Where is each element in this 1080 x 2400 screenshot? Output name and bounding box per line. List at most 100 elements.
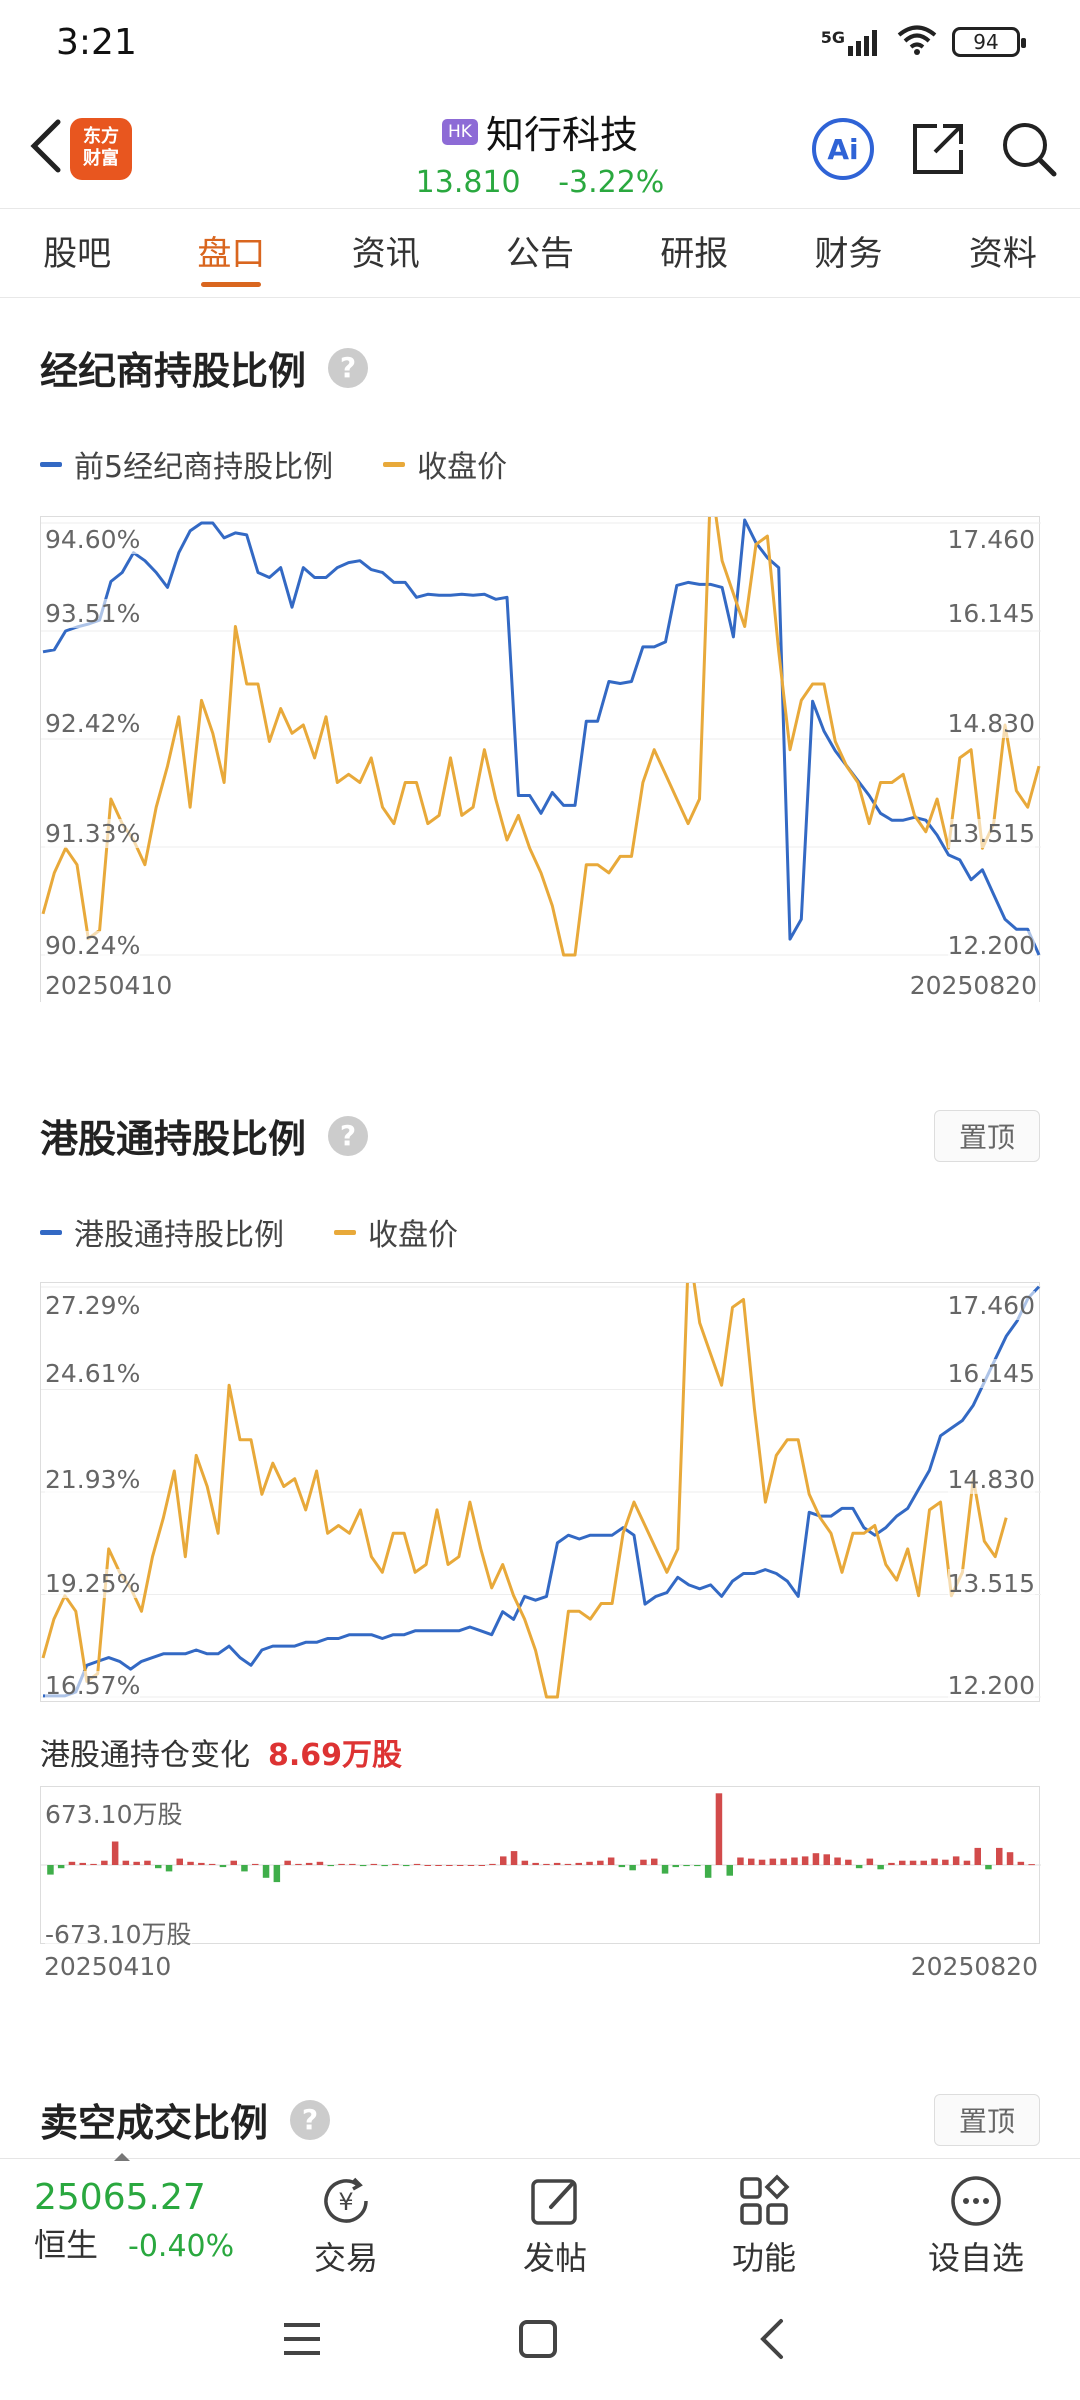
function-label: 功能	[731, 2239, 796, 2277]
holding-bar	[230, 1860, 237, 1865]
holding-bar	[791, 1857, 798, 1865]
holding-bar	[500, 1856, 507, 1865]
holding-bar	[683, 1865, 690, 1867]
ai-button[interactable]: Ai	[810, 116, 876, 182]
index-row: 恒生 -0.40%	[34, 2220, 234, 2266]
holding-bar	[553, 1862, 561, 1865]
back-button[interactable]	[16, 116, 76, 176]
holding-bar	[57, 1865, 65, 1869]
pin-button[interactable]: 置顶	[934, 2094, 1040, 2146]
holding-bar	[640, 1859, 647, 1865]
holding-bar	[726, 1865, 733, 1876]
holding-change-svg	[41, 1793, 1041, 1883]
trade-button[interactable]: ¥ 交易	[276, 2169, 416, 2279]
holding-bar	[133, 1861, 140, 1865]
holding-bar	[316, 1861, 324, 1865]
home-nav-button[interactable]	[508, 2314, 568, 2364]
holding-bar	[101, 1860, 108, 1865]
tab-research[interactable]: 研报	[660, 234, 729, 274]
holding-bar	[748, 1858, 755, 1865]
help-icon[interactable]: ?	[290, 2099, 331, 2140]
hk-section-title: 港股通持股比例 ?	[40, 1108, 369, 1163]
holding-change-label: 港股通持仓变化	[40, 1738, 250, 1773]
holding-bar	[942, 1859, 949, 1865]
trade-icon: ¥	[276, 2169, 416, 2233]
y-left-tick: 91.33%	[45, 819, 141, 848]
holding-bar	[478, 1865, 485, 1866]
tab-announcements[interactable]: 公告	[505, 234, 574, 274]
holding-bar	[198, 1862, 205, 1865]
stock-price: 13.810	[415, 165, 521, 200]
holding-bar	[769, 1858, 777, 1865]
logo-text-bottom: 财富	[83, 148, 119, 169]
x-end-label: 20250820	[909, 971, 1037, 1000]
app-logo[interactable]: 东方 财富	[70, 118, 132, 180]
holding-bar	[144, 1860, 151, 1865]
holding-bar	[68, 1861, 76, 1865]
holding-bar	[694, 1865, 701, 1867]
holding-bar	[715, 1793, 723, 1865]
signal-icon: 5G	[821, 28, 882, 56]
add-watchlist-button[interactable]: 设自选	[906, 2169, 1046, 2279]
holding-bar	[629, 1865, 636, 1871]
tab-news[interactable]: 资讯	[351, 234, 420, 274]
post-label: 发帖	[522, 2239, 587, 2277]
broker-chart[interactable]: 94.60% 93.51% 92.42% 91.33% 90.24% 17.46…	[40, 516, 1041, 1002]
hk-chart[interactable]: 27.29% 24.61% 21.93% 19.25% 16.57% 17.46…	[40, 1282, 1041, 1702]
help-icon[interactable]: ?	[328, 1115, 369, 1156]
holding-bar	[855, 1865, 863, 1869]
y-top-tick: 673.10万股	[45, 1795, 183, 1831]
legend-swatch-blue	[40, 461, 62, 467]
hk-legend: 港股通持股比例 收盘价	[40, 1210, 458, 1254]
broker-chart-svg	[41, 517, 1041, 957]
pin-button[interactable]: 置顶	[934, 1110, 1040, 1162]
expand-up-icon[interactable]	[112, 2151, 132, 2163]
holding-bar	[176, 1858, 183, 1865]
status-icons: 5G 94	[821, 24, 1026, 60]
holding-bar	[1028, 1864, 1035, 1866]
tab-financials[interactable]: 财务	[814, 234, 883, 274]
menu-nav-button[interactable]	[272, 2314, 332, 2364]
index-ticker[interactable]: 25065.27 恒生 -0.40%	[34, 2177, 234, 2266]
holding-bar	[413, 1863, 421, 1865]
holding-bar	[295, 1863, 302, 1865]
share-icon	[913, 124, 963, 174]
back-nav-button[interactable]	[742, 2314, 802, 2364]
index-pct: -0.40%	[128, 2229, 235, 2264]
legend-item-hk: 港股通持股比例	[40, 1210, 284, 1254]
y-right-tick: 14.830	[947, 1465, 1035, 1494]
holding-bar	[618, 1865, 626, 1868]
holding-change-chart[interactable]: 673.10万股 -673.10万股	[40, 1786, 1041, 1951]
menu-icon	[284, 2323, 320, 2355]
holding-bar	[446, 1865, 453, 1866]
y-left-tick: 94.60%	[45, 525, 141, 554]
holding-bar	[359, 1865, 367, 1867]
ai-label: Ai	[827, 133, 858, 166]
back-arrow-icon	[30, 119, 61, 173]
function-button[interactable]: 功能	[694, 2169, 834, 2279]
tab-pankou[interactable]: 盘口	[154, 209, 308, 297]
holding-bar	[909, 1860, 917, 1865]
help-icon[interactable]: ?	[328, 347, 369, 388]
network-label: 5G	[820, 28, 845, 47]
post-button[interactable]: 发帖	[485, 2169, 625, 2279]
legend-swatch-orange	[334, 1229, 356, 1235]
holding-bar	[672, 1865, 679, 1868]
holding-bar	[834, 1857, 841, 1865]
ai-icon: Ai	[812, 118, 874, 180]
holding-bar	[974, 1847, 981, 1865]
holding-bar	[273, 1865, 281, 1883]
holding-bar	[208, 1863, 216, 1865]
y-left-tick: 21.93%	[45, 1465, 141, 1494]
share-button[interactable]	[905, 116, 971, 182]
holding-bar	[392, 1863, 399, 1865]
legend-label-close: 收盘价	[368, 1218, 458, 1253]
tab-guba[interactable]: 股吧	[43, 234, 112, 274]
holding-bar	[122, 1860, 130, 1865]
tab-profile[interactable]: 资料	[968, 234, 1037, 274]
series-line-1	[41, 517, 1041, 957]
search-icon	[1003, 123, 1057, 177]
search-button[interactable]	[996, 116, 1062, 182]
holding-bar	[349, 1863, 356, 1865]
holding-bar	[403, 1865, 410, 1867]
